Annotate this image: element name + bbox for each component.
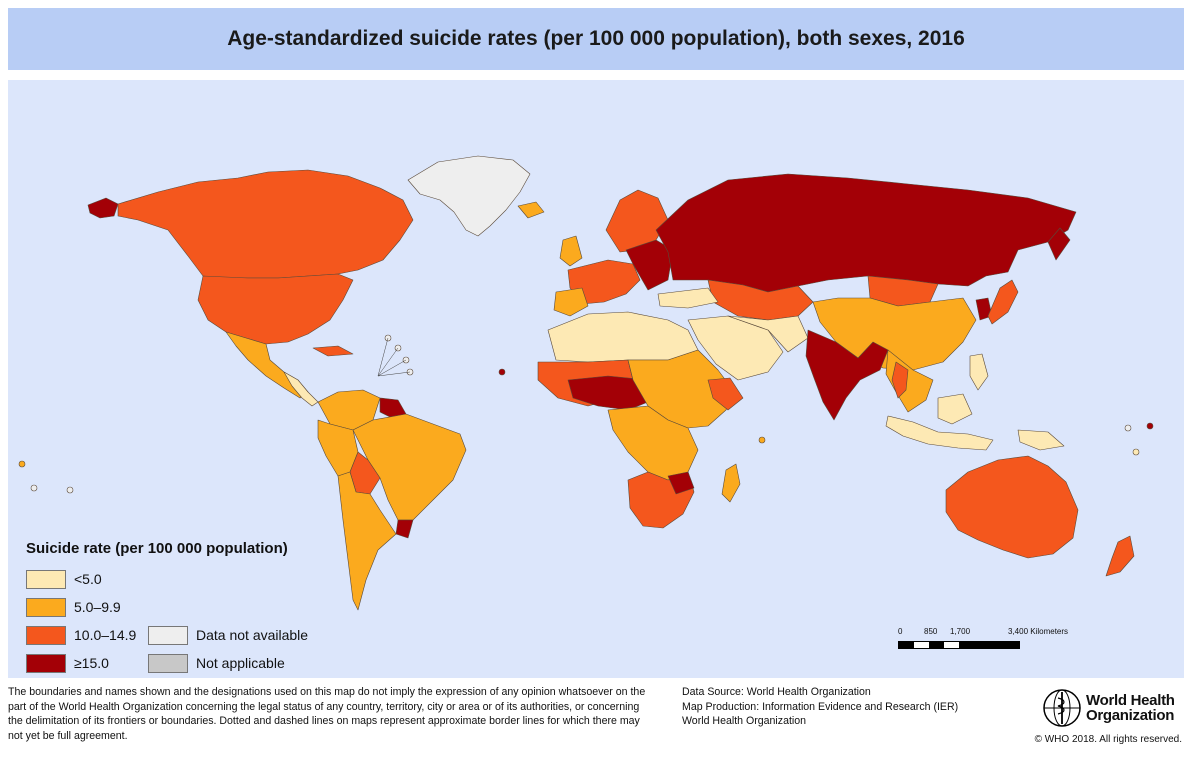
legend-label-not-applicable: Not applicable	[196, 655, 285, 671]
island-pacific-3[interactable]	[66, 486, 74, 494]
legend-row-3: 10.0–14.9 Data not available	[26, 621, 346, 649]
region-thailand[interactable]	[891, 361, 909, 399]
region-zimbabwe[interactable]	[667, 471, 695, 495]
scale-segment-3	[929, 642, 944, 648]
region-iberia[interactable]	[553, 287, 589, 317]
map-frame[interactable]	[8, 80, 1184, 678]
island-pacific-1[interactable]	[18, 460, 26, 468]
scale-tick-0: 0	[898, 627, 903, 636]
island-pacific-4[interactable]	[1124, 424, 1132, 432]
region-png[interactable]	[1017, 429, 1065, 451]
who-name-line-1: World Health	[1086, 692, 1175, 709]
legend-item-10-14: 10.0–14.9	[26, 625, 148, 645]
scale-bar-segments	[898, 641, 1020, 649]
copyright: © WHO 2018. All rights reserved.	[1034, 734, 1182, 745]
region-turkey[interactable]	[657, 287, 719, 309]
island-pacific-2[interactable]	[30, 484, 38, 492]
map-title: Age-standardized suicide rates (per 100 …	[227, 27, 965, 50]
region-greenland[interactable]	[407, 155, 531, 237]
disclaimer: The boundaries and names shown and the d…	[8, 686, 646, 742]
legend-row-4: ≥15.0 Not applicable	[26, 649, 346, 677]
scale-segment-1	[899, 642, 914, 648]
legend-item-ge15: ≥15.0	[26, 653, 148, 673]
region-japan[interactable]	[987, 279, 1019, 325]
legend-swatch-lt5	[26, 569, 66, 589]
scale-segment-4	[944, 642, 959, 648]
scale-segment-2	[914, 642, 929, 648]
region-argentina-chile[interactable]	[337, 471, 397, 611]
scale-tick-1: 850	[924, 627, 938, 636]
who-name: World Health Organization	[1086, 693, 1175, 723]
scale-segment-5	[959, 642, 1019, 648]
scale-labels: 0 850 1,700 3,400 Kilometers	[898, 627, 1078, 639]
region-cuba[interactable]	[312, 345, 354, 357]
title-bar: Age-standardized suicide rates (per 100 …	[8, 8, 1184, 70]
legend-title: Suicide rate (per 100 000 population)	[26, 540, 288, 557]
region-indonesia[interactable]	[885, 415, 994, 451]
legend-swatch-not-applicable	[148, 653, 188, 673]
legend-swatch-5-9	[26, 597, 66, 617]
legend-swatch-na	[148, 625, 188, 645]
island-pacific-5[interactable]	[1146, 422, 1154, 430]
region-sahel-high[interactable]	[567, 375, 654, 411]
legend-label-na: Data not available	[196, 627, 309, 643]
region-uk-ireland[interactable]	[559, 235, 583, 267]
who-name-line-2: Organization	[1086, 707, 1175, 724]
who-emblem-icon	[1043, 689, 1081, 727]
region-uruguay[interactable]	[395, 519, 414, 539]
source-line-2: Map Production: Information Evidence and…	[682, 700, 959, 713]
legend-swatch-10-14	[26, 625, 66, 645]
legend-label-lt5: <5.0	[74, 571, 102, 587]
region-australia[interactable]	[945, 455, 1079, 559]
legend-label-5-9: 5.0–9.9	[74, 599, 121, 615]
legend-item-5-9: 5.0–9.9	[26, 597, 148, 617]
region-brazil[interactable]	[352, 413, 467, 521]
caribbean-callout-lines	[377, 337, 411, 377]
legend-swatch-ge15	[26, 653, 66, 673]
legend-item-not-applicable: Not applicable	[148, 653, 338, 673]
scale-bar: 0 850 1,700 3,400 Kilometers	[898, 627, 1078, 649]
region-horn-of-africa[interactable]	[707, 377, 744, 411]
region-new-zealand[interactable]	[1105, 535, 1135, 577]
region-iceland[interactable]	[517, 201, 545, 219]
scale-tick-3: 3,400 Kilometers	[1008, 627, 1069, 636]
island-indian-ocean-1[interactable]	[758, 436, 766, 444]
region-philippines[interactable]	[969, 353, 989, 391]
world-map[interactable]	[8, 80, 1184, 678]
legend-item-lt5: <5.0	[26, 569, 148, 589]
region-kazakhstan[interactable]	[707, 279, 814, 321]
data-source: Data Source: World Health Organization M…	[682, 685, 982, 729]
map-legend: Suicide rate (per 100 000 population) <5…	[26, 540, 346, 677]
region-borneo[interactable]	[937, 393, 973, 425]
legend-label-10-14: 10.0–14.9	[74, 627, 137, 643]
region-kamchatka[interactable]	[1047, 227, 1071, 261]
legend-row-1: <5.0	[26, 565, 346, 593]
legend-item-na: Data not available	[148, 625, 338, 645]
island-atlantic-1[interactable]	[498, 368, 506, 376]
region-usa[interactable]	[197, 273, 354, 345]
who-logo[interactable]: World Health Organization	[1042, 688, 1175, 728]
region-india[interactable]	[805, 329, 889, 421]
source-line-3: World Health Organization	[682, 715, 807, 727]
region-east-africa[interactable]	[627, 349, 734, 429]
region-alaska[interactable]	[87, 197, 119, 219]
region-central-america[interactable]	[283, 371, 319, 407]
legend-row-2: 5.0–9.9	[26, 593, 346, 621]
region-eastern-europe[interactable]	[625, 239, 674, 291]
island-pacific-6[interactable]	[1132, 448, 1140, 456]
legend-label-ge15: ≥15.0	[74, 655, 109, 671]
scale-tick-2: 1,700	[950, 627, 971, 636]
region-madagascar[interactable]	[721, 463, 741, 503]
source-line-1: Data Source: World Health Organization	[682, 686, 871, 698]
region-canada[interactable]	[117, 169, 414, 279]
